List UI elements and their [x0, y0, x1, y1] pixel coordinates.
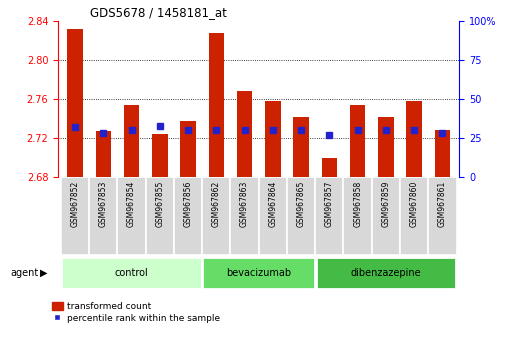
Bar	[294, 117, 309, 177]
FancyBboxPatch shape	[259, 177, 287, 255]
Text: dibenzazepine: dibenzazepine	[351, 268, 421, 278]
Bar	[378, 117, 394, 177]
FancyBboxPatch shape	[202, 257, 315, 289]
Text: bevacizumab: bevacizumab	[226, 268, 291, 278]
FancyBboxPatch shape	[61, 177, 89, 255]
Text: GSM967865: GSM967865	[297, 181, 306, 227]
Bar	[265, 101, 280, 177]
FancyBboxPatch shape	[202, 177, 230, 255]
Text: GSM967861: GSM967861	[438, 181, 447, 227]
FancyBboxPatch shape	[61, 257, 202, 289]
Text: GSM967858: GSM967858	[353, 181, 362, 227]
Bar	[180, 121, 196, 177]
Text: agent: agent	[11, 268, 39, 278]
Bar	[435, 130, 450, 177]
Bar	[67, 29, 83, 177]
Text: GSM967862: GSM967862	[212, 181, 221, 227]
FancyBboxPatch shape	[89, 177, 117, 255]
Text: GSM967863: GSM967863	[240, 181, 249, 227]
Bar	[152, 134, 167, 177]
Text: GSM967859: GSM967859	[381, 181, 390, 227]
FancyBboxPatch shape	[117, 177, 146, 255]
FancyBboxPatch shape	[372, 177, 400, 255]
Text: GSM967854: GSM967854	[127, 181, 136, 227]
Text: control: control	[115, 268, 148, 278]
FancyBboxPatch shape	[174, 177, 202, 255]
Bar	[350, 105, 365, 177]
Bar	[96, 131, 111, 177]
Text: GSM967860: GSM967860	[410, 181, 419, 227]
Bar	[322, 158, 337, 177]
FancyBboxPatch shape	[146, 177, 174, 255]
Bar	[209, 33, 224, 177]
Text: GSM967853: GSM967853	[99, 181, 108, 227]
Text: GSM967857: GSM967857	[325, 181, 334, 227]
FancyBboxPatch shape	[230, 177, 259, 255]
Bar	[124, 105, 139, 177]
Text: GSM967852: GSM967852	[71, 181, 80, 227]
FancyBboxPatch shape	[400, 177, 428, 255]
Text: GSM967856: GSM967856	[184, 181, 193, 227]
Text: GSM967855: GSM967855	[155, 181, 164, 227]
FancyBboxPatch shape	[428, 177, 457, 255]
Bar	[237, 91, 252, 177]
FancyBboxPatch shape	[316, 257, 456, 289]
FancyBboxPatch shape	[344, 177, 372, 255]
Text: ▶: ▶	[40, 268, 47, 278]
Bar	[407, 101, 422, 177]
Text: GDS5678 / 1458181_at: GDS5678 / 1458181_at	[90, 6, 227, 19]
FancyBboxPatch shape	[315, 177, 344, 255]
Text: GSM967864: GSM967864	[268, 181, 277, 227]
Legend: transformed count, percentile rank within the sample: transformed count, percentile rank withi…	[52, 302, 221, 323]
FancyBboxPatch shape	[287, 177, 315, 255]
